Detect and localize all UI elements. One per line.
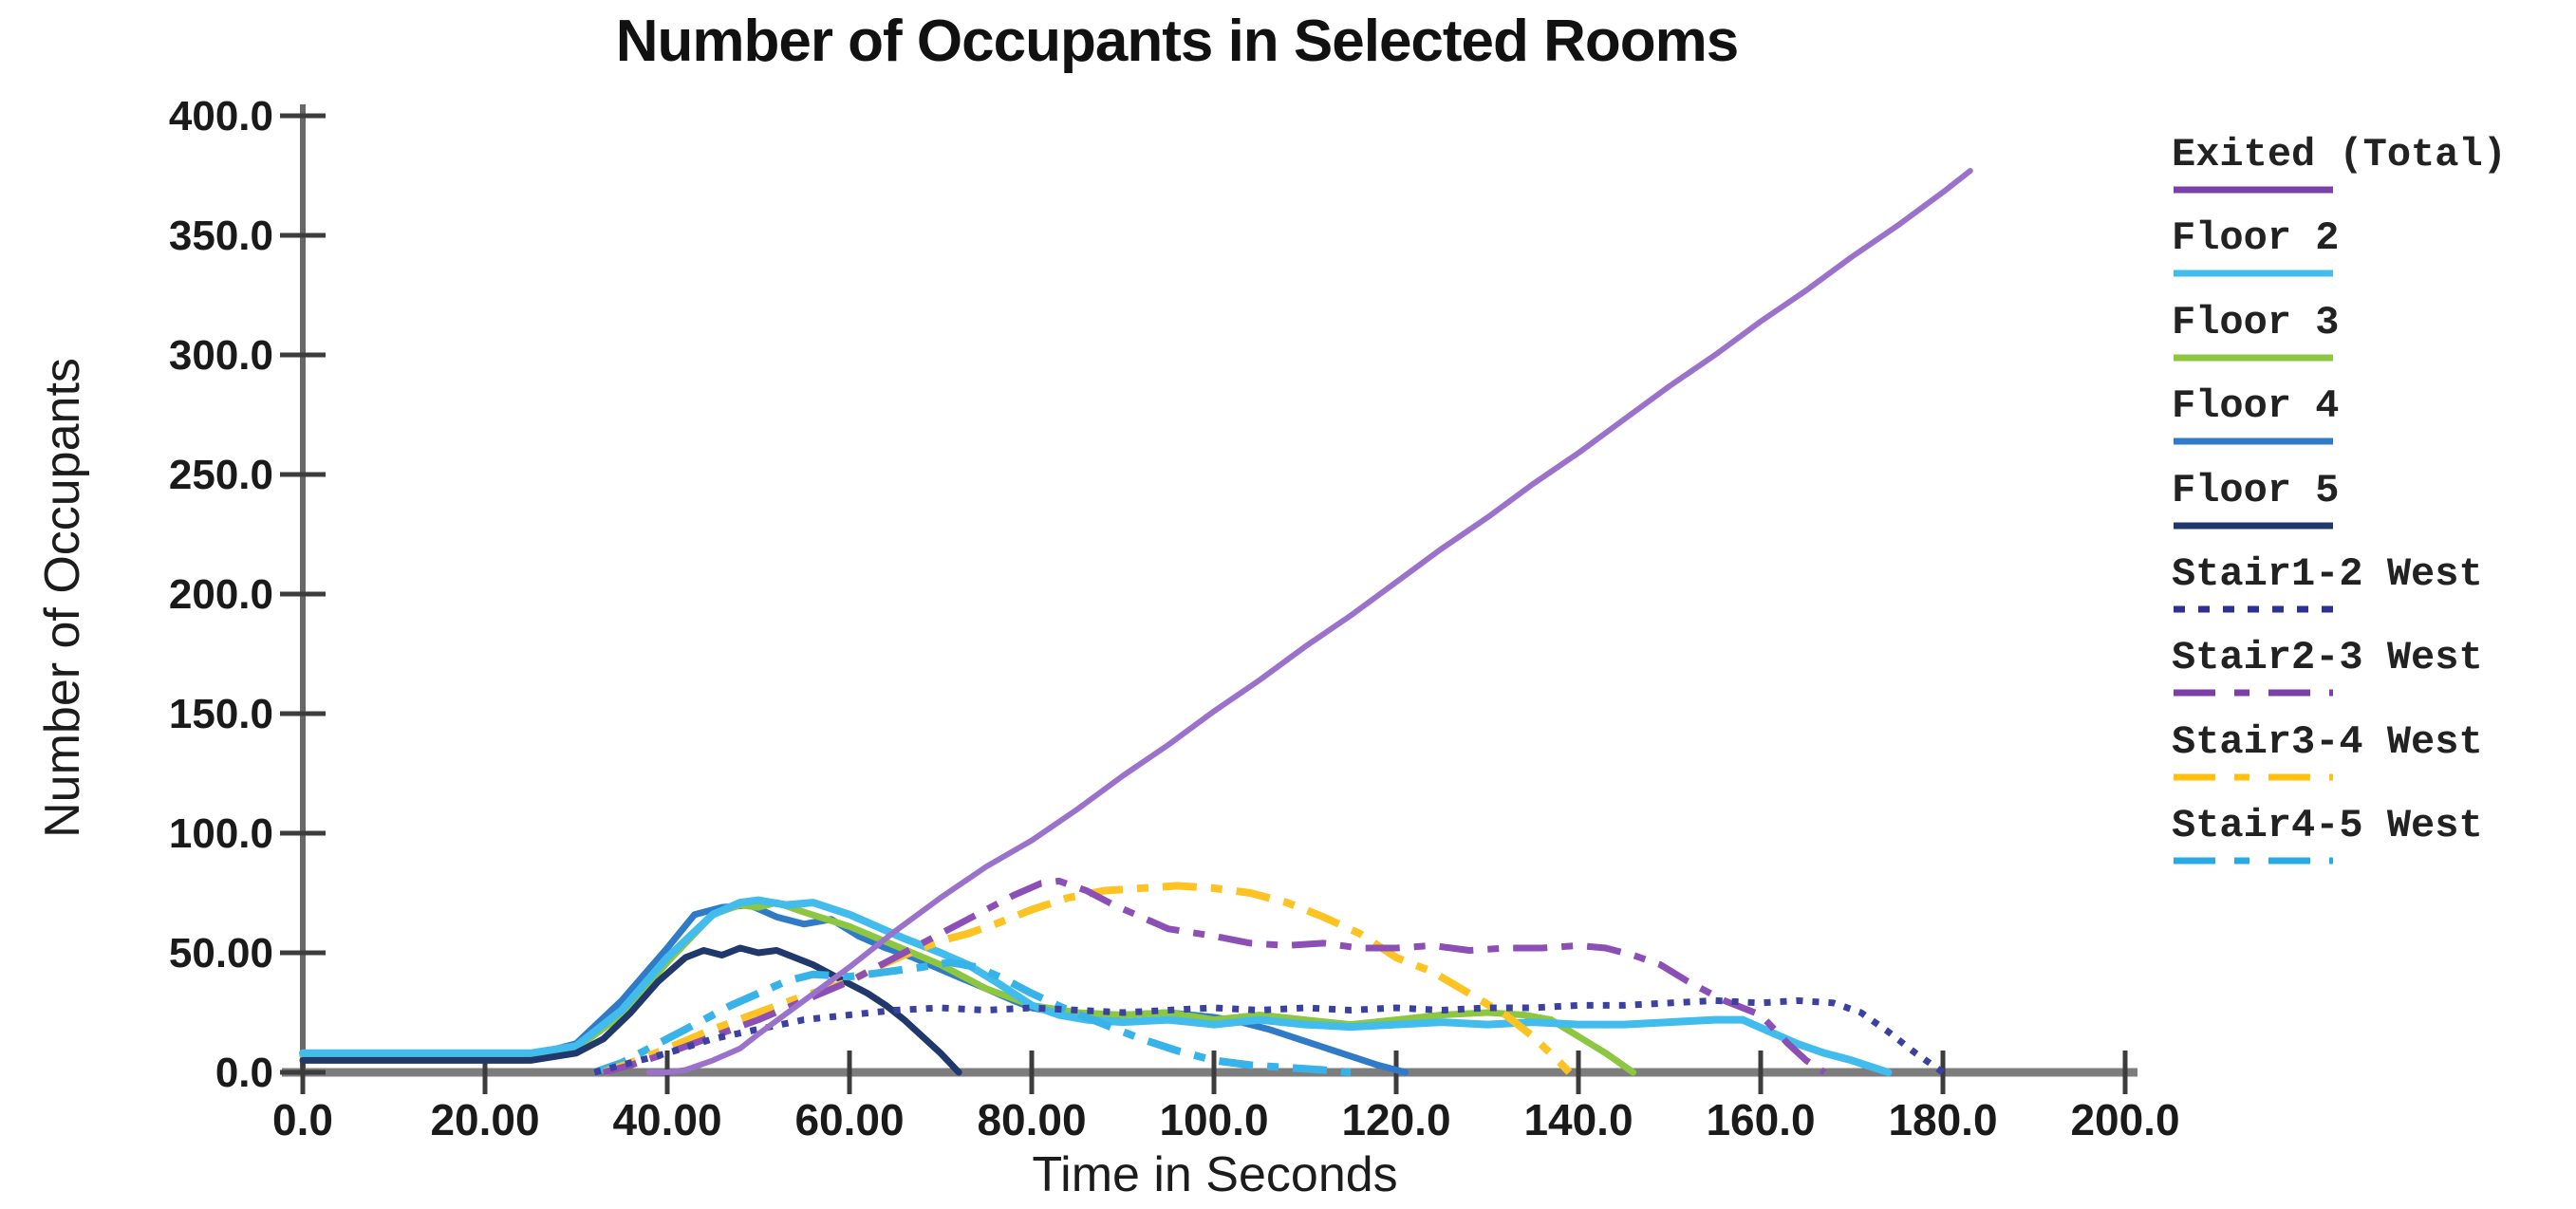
x-tick-label: 180.0 [1888,1095,1997,1144]
y-tick-label: 400.0 [169,93,273,140]
y-tick-label: 350.0 [169,213,273,259]
y-tick-label: 200.0 [169,571,273,618]
legend-label: Floor 3 [2172,299,2340,345]
legend-label: Floor 4 [2172,383,2340,430]
legend-item-stair1-2-west: Stair1-2 West [2172,554,2570,615]
legend-swatch [2174,857,2333,865]
series-line-stair1-2-west [593,996,1946,1076]
series-line-exited-total [645,168,1973,1075]
legend: Exited (Total) Floor 2 Floor 3 Floor 4 Floor… [2172,0,2570,1044]
legend-item-floor-4: Floor 4 [2172,386,2570,447]
legend-label: Floor 5 [2172,467,2340,513]
legend-item-stair2-3-west: Stair2-3 West [2172,638,2570,698]
legend-swatch [2174,689,2333,697]
legend-item-floor-3: Floor 3 [2172,303,2570,363]
y-tick-label: 250.0 [169,452,273,498]
legend-label: Floor 2 [2172,215,2340,262]
legend-swatch [2174,186,2333,194]
chart-title: Number of Occupants in Selected Rooms [615,9,1740,74]
legend-label: Stair1-2 West [2172,551,2483,597]
legend-label: Stair4-5 West [2172,803,2483,849]
x-tick-label: 60.00 [794,1095,904,1144]
series-line-floor-2 [299,896,1893,1076]
legend-item-stair4-5-west: Stair4-5 West [2172,806,2570,866]
series-line-stair3-4-west [602,882,1573,1076]
legend-item-floor-2: Floor 2 [2172,218,2570,279]
legend-swatch [2174,773,2333,781]
legend-swatch [2174,270,2333,277]
x-tick-label: 80.00 [977,1095,1086,1144]
legend-swatch [2174,605,2333,613]
series-line-floor-3 [299,899,1637,1076]
x-tick-label: 140.0 [1523,1095,1633,1144]
legend-label: Exited (Total) [2172,132,2507,177]
y-tick-label: 0.0 [215,1050,273,1096]
x-tick-label: 20.00 [430,1095,539,1144]
series-line-stair2-3-west [602,877,1827,1076]
y-tick-label: 50.00 [169,930,273,976]
legend-swatch [2174,437,2333,445]
legend-swatch [2174,522,2333,530]
x-tick-label: 40.00 [612,1095,721,1144]
x-tick-label: 200.0 [2070,1095,2179,1144]
y-tick-label: 150.0 [169,691,273,737]
y-tick-label: 100.0 [169,810,273,857]
x-axis-label: Time in Seconds [1032,1147,1398,1202]
x-tick-label: 0.0 [272,1095,333,1144]
legend-swatch [2174,354,2333,362]
y-tick-label: 300.0 [169,332,273,379]
legend-item-exited-total: Exited (Total) [2172,135,2570,195]
x-tick-label: 100.0 [1159,1095,1268,1144]
legend-label: Stair3-4 West [2172,718,2483,765]
x-tick-label: 120.0 [1341,1095,1450,1144]
legend-label: Stair2-3 West [2172,635,2483,681]
legend-item-floor-5: Floor 5 [2172,471,2570,531]
x-tick-label: 160.0 [1706,1095,1815,1144]
series-line-stair4-5-west [592,958,1352,1076]
legend-item-stair3-4-west: Stair3-4 West [2172,722,2570,783]
